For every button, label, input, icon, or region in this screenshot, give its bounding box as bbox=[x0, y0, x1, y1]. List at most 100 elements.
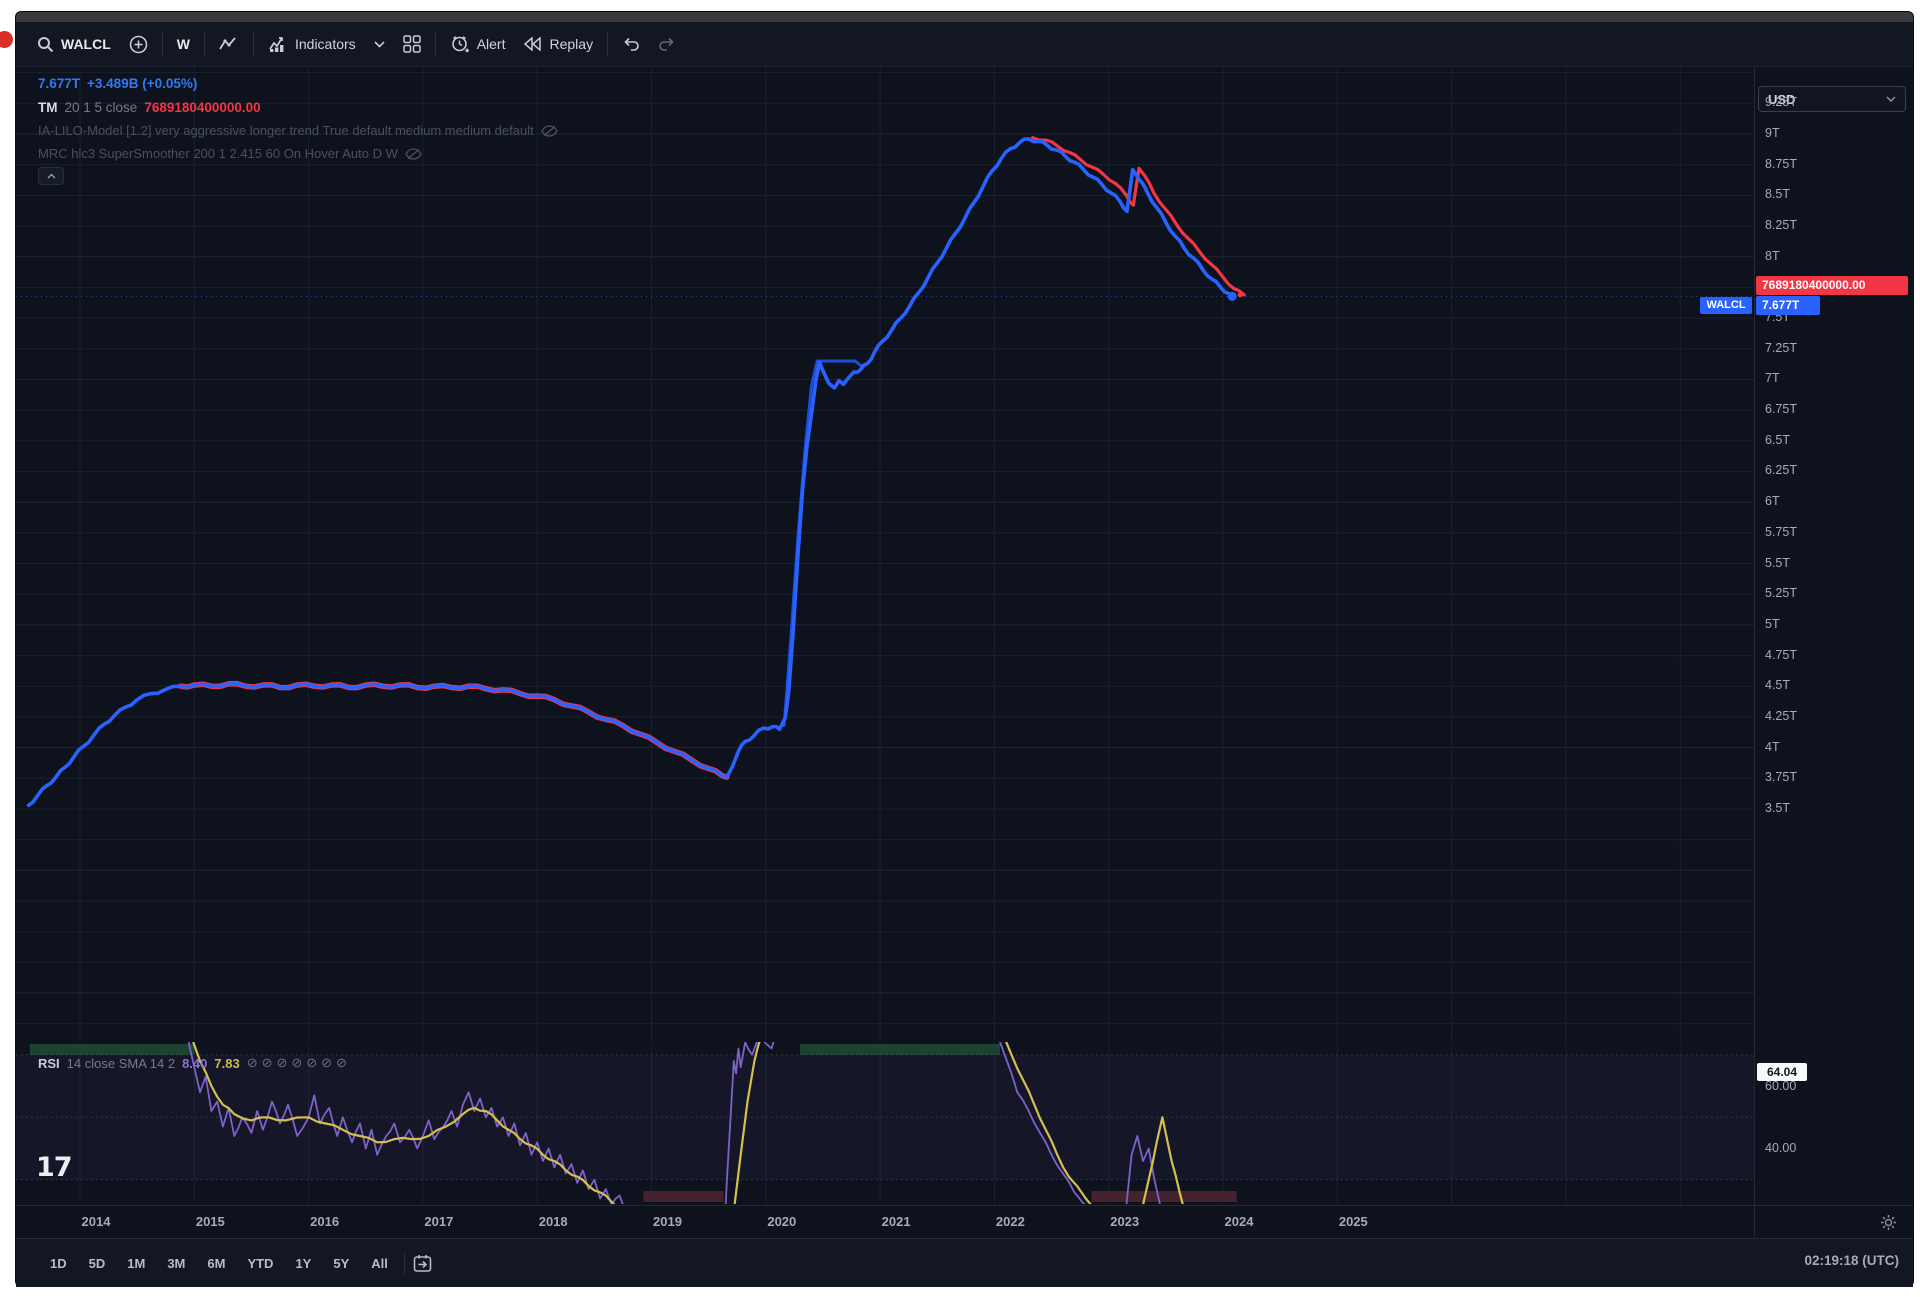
symbol-name: WALCL bbox=[61, 36, 111, 52]
price-scale[interactable]: USD 9.25T 9T 8.75T 8.5T 8.25T 8T 7.5T 7.25T 7T 6.… bbox=[1755, 66, 1913, 1204]
rsi-sma-value: 7.83 bbox=[214, 1055, 240, 1071]
price-tick: 8.5T bbox=[1765, 187, 1791, 202]
replay-label: Replay bbox=[549, 36, 594, 52]
interval-value: W bbox=[176, 36, 190, 52]
interval-button[interactable]: W bbox=[168, 30, 199, 58]
chevron-down-icon bbox=[1886, 96, 1896, 102]
year-label: 2022 bbox=[995, 1214, 1025, 1229]
indicators-button[interactable]: Indicators bbox=[259, 29, 365, 59]
currency-dropdown[interactable]: USD bbox=[1758, 86, 1906, 112]
price-tick: 3.75T bbox=[1765, 770, 1797, 785]
price-tick: 7.25T bbox=[1765, 340, 1797, 355]
price-tick: 8.75T bbox=[1765, 156, 1797, 171]
range-button-5y[interactable]: 5Y bbox=[333, 1255, 350, 1271]
alert-label: Alert bbox=[476, 36, 506, 52]
grid-layout-icon bbox=[402, 35, 421, 53]
year-label: 2024 bbox=[1224, 1214, 1254, 1229]
go-to-date-calendar-icon[interactable] bbox=[413, 1254, 433, 1273]
tradingview-logo[interactable]: 17 bbox=[36, 1152, 73, 1183]
legend-symbol-row[interactable]: 7.677T +3.489B (+0.05%) bbox=[38, 71, 558, 95]
lilo-indicator-title: IA-LILO-Model [1.2] very aggressive long… bbox=[38, 123, 534, 138]
rsi-indicator-params: 14 close SMA 14 2 bbox=[66, 1055, 176, 1071]
time-axis[interactable]: 2014 2015 2016 2017 2018 2019 2020 2021 2022 2023… bbox=[16, 1205, 1913, 1239]
toolbar-divider bbox=[434, 32, 436, 56]
toolbar-divider bbox=[161, 32, 163, 56]
rsi-crosshair-label: 64.04 bbox=[1757, 1063, 1807, 1081]
range-button-3m[interactable]: 3M bbox=[167, 1255, 186, 1271]
chevron-down-icon bbox=[374, 40, 385, 48]
price-tick: 5T bbox=[1765, 616, 1780, 631]
year-label: 2017 bbox=[424, 1214, 454, 1229]
price-axis-separator bbox=[1754, 66, 1755, 1238]
price-tick: 9T bbox=[1765, 126, 1780, 140]
mrc-indicator-title: MRC hlc3 SuperSmoother 200 1 2.415 60 On… bbox=[38, 146, 398, 161]
alert-clock-icon bbox=[450, 34, 470, 54]
eye-off-icon[interactable] bbox=[405, 147, 422, 160]
session-clock[interactable]: 02:19:18 (UTC) bbox=[1804, 1253, 1899, 1268]
tm-indicator-value: 7689180400000.00 bbox=[144, 99, 261, 115]
year-label: 2025 bbox=[1338, 1214, 1368, 1229]
create-alert-button[interactable]: Alert bbox=[441, 28, 515, 60]
price-tick: 9.25T bbox=[1765, 95, 1797, 110]
layout-grid-button[interactable] bbox=[394, 29, 430, 59]
symbol-search-button[interactable]: WALCL bbox=[28, 30, 120, 59]
time-axis-settings-gear-icon[interactable] bbox=[1880, 1214, 1897, 1231]
chart-legend: 7.677T +3.489B (+0.05%) TM 20 1 5 close … bbox=[38, 71, 558, 165]
chart-style-button[interactable] bbox=[210, 30, 248, 58]
eye-off-icon[interactable] bbox=[540, 124, 558, 137]
range-button-ytd[interactable]: YTD bbox=[247, 1255, 274, 1271]
model-price-label: 7689180400000.00 bbox=[1756, 276, 1908, 295]
indicators-label: Indicators bbox=[294, 36, 356, 52]
symbol-price-tag: WALCL bbox=[1700, 297, 1752, 314]
price-tick: 5.25T bbox=[1765, 586, 1797, 601]
range-button-5d[interactable]: 5D bbox=[88, 1255, 106, 1271]
range-button-6m[interactable]: 6M bbox=[207, 1255, 226, 1271]
rsi-legend-row[interactable]: RSI 14 close SMA 14 2 8.40 7.83 ⊘⊘⊘⊘⊘⊘⊘ bbox=[38, 1055, 351, 1071]
legend-mrc-indicator-row[interactable]: MRC hlc3 SuperSmoother 200 1 2.415 60 On… bbox=[38, 142, 558, 165]
price-tick: 4.75T bbox=[1765, 647, 1797, 662]
price-tick: 5.5T bbox=[1765, 555, 1791, 570]
last-price-value: 7.677T bbox=[38, 75, 81, 91]
price-tick: 4T bbox=[1765, 739, 1780, 754]
year-label: 2021 bbox=[881, 1214, 911, 1229]
replay-rewind-icon bbox=[523, 37, 542, 51]
legend-tm-indicator-row[interactable]: TM 20 1 5 close 7689180400000.00 bbox=[38, 95, 558, 119]
toolbar-divider bbox=[252, 32, 254, 56]
year-label: 2020 bbox=[767, 1214, 797, 1229]
rsi-upper-tick: 60.00 bbox=[1765, 1079, 1797, 1093]
replay-button[interactable]: Replay bbox=[514, 30, 602, 58]
range-button-1y[interactable]: 1Y bbox=[295, 1255, 312, 1271]
undo-button[interactable] bbox=[613, 31, 649, 57]
price-tick: 4.5T bbox=[1765, 678, 1791, 693]
rsi-indicator-name: RSI bbox=[38, 1055, 60, 1071]
year-label: 2019 bbox=[653, 1214, 682, 1229]
indicators-icon bbox=[268, 35, 288, 53]
undo-arrow-icon bbox=[622, 37, 640, 51]
rsi-value: 8.40 bbox=[182, 1055, 208, 1071]
redo-button[interactable] bbox=[649, 31, 685, 57]
range-button-all[interactable]: All bbox=[371, 1255, 388, 1271]
price-tick: 6.25T bbox=[1765, 463, 1797, 478]
date-range-buttons: 1D 5D 1M 3M 6M YTD 1Y 5Y All bbox=[42, 1251, 396, 1276]
price-tick: 6T bbox=[1765, 494, 1780, 509]
range-button-1d[interactable]: 1D bbox=[50, 1255, 67, 1271]
rsi-lower-tick: 40.00 bbox=[1765, 1141, 1797, 1155]
legend-lilo-indicator-row[interactable]: IA-LILO-Model [1.2] very aggressive long… bbox=[38, 119, 558, 142]
search-icon bbox=[37, 36, 54, 53]
currency-value: USD bbox=[1768, 91, 1796, 107]
legend-collapse-button[interactable] bbox=[38, 167, 64, 185]
range-button-1m[interactable]: 1M bbox=[127, 1255, 146, 1271]
year-label: 2015 bbox=[195, 1214, 225, 1229]
compare-add-symbol-button[interactable] bbox=[120, 29, 157, 60]
price-change-value: +3.489B (+0.05%) bbox=[87, 75, 198, 91]
price-tick: 4.25T bbox=[1765, 708, 1797, 723]
year-label: 2023 bbox=[1110, 1214, 1140, 1229]
price-tick: 8T bbox=[1765, 248, 1780, 263]
toolbar-divider bbox=[203, 32, 205, 56]
line-style-icon bbox=[219, 36, 239, 52]
year-label: 2016 bbox=[310, 1214, 340, 1229]
price-tick: 7T bbox=[1765, 371, 1780, 386]
top-toolbar: WALCL W Indicators bbox=[16, 22, 1913, 67]
indicator-templates-chevron[interactable] bbox=[365, 35, 394, 54]
